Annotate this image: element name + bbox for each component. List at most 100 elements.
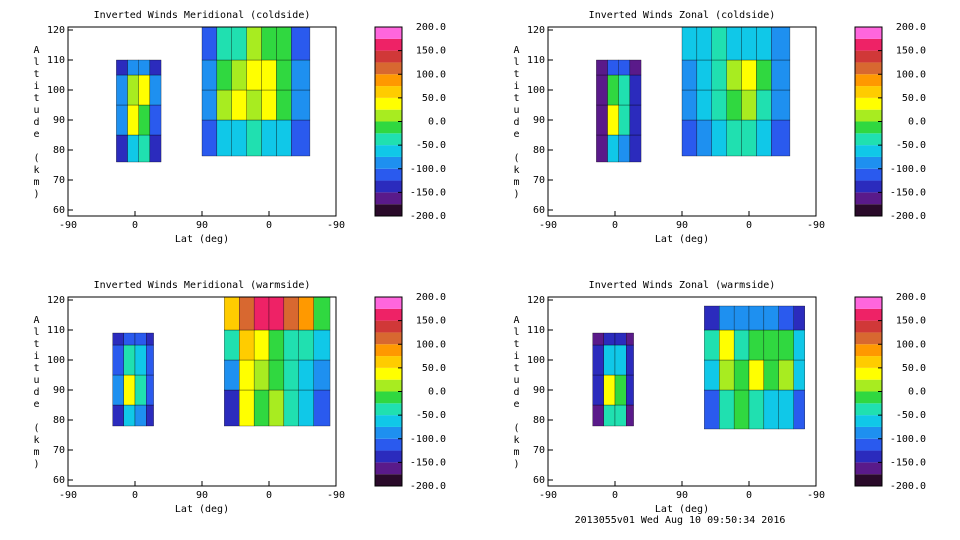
- y-tick-label: 100: [47, 355, 65, 366]
- colorbar-band: [855, 180, 882, 193]
- x-tick-label: 0: [266, 490, 272, 501]
- colorbar-tick-label: -150.0: [410, 187, 446, 198]
- contour-cell: [138, 134, 151, 163]
- y-tick-label: 60: [533, 475, 545, 486]
- colorbar-band: [375, 50, 402, 63]
- contour-cell: [681, 59, 698, 91]
- colorbar-tick-label: 0.0: [908, 117, 926, 128]
- contour-cell: [607, 104, 619, 136]
- contour-cell: [741, 89, 757, 121]
- contour-cell: [146, 344, 154, 376]
- contour-cell: [116, 104, 128, 136]
- x-tick-label: 0: [746, 220, 752, 231]
- contour-cell: [201, 119, 218, 157]
- colorbar-band: [375, 145, 402, 157]
- contour-cell: [763, 329, 779, 361]
- colorbar-tick-label: 150.0: [896, 46, 926, 57]
- contour-cell: [763, 305, 779, 331]
- contour-cell: [112, 344, 124, 376]
- contour-cell: [748, 359, 765, 391]
- x-tick-label: -90: [59, 490, 77, 501]
- contour-cell: [741, 59, 757, 91]
- colorbar-tick-label: -200.0: [410, 481, 446, 492]
- contour-cell: [704, 329, 720, 361]
- colorbar-tick-label: 100.0: [416, 69, 446, 80]
- contour-cell: [607, 74, 619, 106]
- x-tick-label: 0: [612, 490, 618, 501]
- contour-cell: [771, 89, 791, 121]
- colorbar-tick-label: -200.0: [890, 481, 926, 492]
- y-tick-label: 70: [53, 445, 65, 456]
- colorbar-band: [855, 62, 882, 75]
- colorbar-band: [855, 426, 882, 439]
- y-tick-label: 80: [53, 415, 65, 426]
- contour-cell: [224, 296, 240, 331]
- contour-cell: [253, 296, 270, 331]
- colorbar-band: [855, 379, 882, 392]
- x-tick-label: 0: [266, 220, 272, 231]
- colorbar-tick-label: -100.0: [890, 434, 926, 445]
- colorbar-tick-label: 0.0: [908, 387, 926, 398]
- contour-cell: [614, 374, 627, 406]
- colorbar-band: [855, 332, 882, 345]
- contour-cell: [726, 59, 742, 91]
- y-tick-label: 110: [47, 55, 65, 66]
- contour-cell: [149, 134, 162, 163]
- colorbar-tick-label: -50.0: [896, 140, 926, 151]
- contour-cell: [763, 389, 779, 430]
- contour-cell: [704, 305, 720, 331]
- x-tick-label: 90: [196, 220, 208, 231]
- contour-cell: [733, 359, 750, 391]
- colorbar-band: [375, 438, 402, 451]
- colorbar-band: [855, 320, 882, 333]
- contour-cell: [146, 374, 154, 406]
- contour-cell: [313, 329, 331, 361]
- y-tick-label: 70: [53, 175, 65, 186]
- panel-title: Inverted Winds Zonal (warmside): [589, 280, 776, 291]
- contour-cell: [696, 26, 712, 61]
- contour-cell: [123, 332, 136, 346]
- contour-cell: [763, 359, 779, 391]
- colorbar-band: [375, 133, 402, 146]
- colorbar-band: [855, 50, 882, 63]
- colorbar-band: [855, 344, 882, 357]
- contour-cell: [283, 359, 299, 391]
- y-tick-label: 100: [527, 355, 545, 366]
- contour-cell: [596, 59, 608, 76]
- y-tick-label: 60: [53, 205, 65, 216]
- contour-cell: [778, 359, 794, 391]
- colorbar-tick-label: 150.0: [416, 316, 446, 327]
- contour-cell: [618, 104, 631, 136]
- colorbar-band: [375, 403, 402, 416]
- colorbar-tick-label: -200.0: [410, 211, 446, 222]
- colorbar-tick-label: -100.0: [410, 164, 446, 175]
- colorbar-tick-label: 50.0: [422, 363, 446, 374]
- contour-cell: [603, 404, 616, 427]
- contour-cell: [116, 74, 128, 106]
- colorbar-band: [855, 367, 882, 380]
- y-tick-label: 60: [53, 475, 65, 486]
- contour-cell: [719, 329, 735, 361]
- x-axis-label: Lat (deg): [655, 234, 709, 245]
- contour-cell: [771, 119, 791, 157]
- contour-cell: [276, 89, 292, 121]
- contour-cell: [224, 389, 240, 427]
- contour-cell: [711, 26, 727, 61]
- colorbar-band: [375, 462, 402, 475]
- contour-cell: [711, 89, 727, 121]
- contour-cell: [313, 359, 331, 391]
- colorbar-tick-label: 50.0: [422, 93, 446, 104]
- y-tick-label: 90: [533, 385, 545, 396]
- contour-cell: [603, 344, 616, 376]
- contour-cell: [592, 404, 604, 427]
- colorbar-band: [855, 109, 882, 122]
- contour-cell: [127, 59, 139, 76]
- y-tick-label: 90: [53, 385, 65, 396]
- contour-cell: [291, 89, 311, 121]
- contour-cell: [146, 332, 154, 346]
- contour-cell: [719, 389, 735, 430]
- colorbar-tick-label: -150.0: [890, 187, 926, 198]
- contour-cell: [592, 332, 604, 346]
- contour-cell: [711, 119, 727, 157]
- contour-cell: [719, 305, 735, 331]
